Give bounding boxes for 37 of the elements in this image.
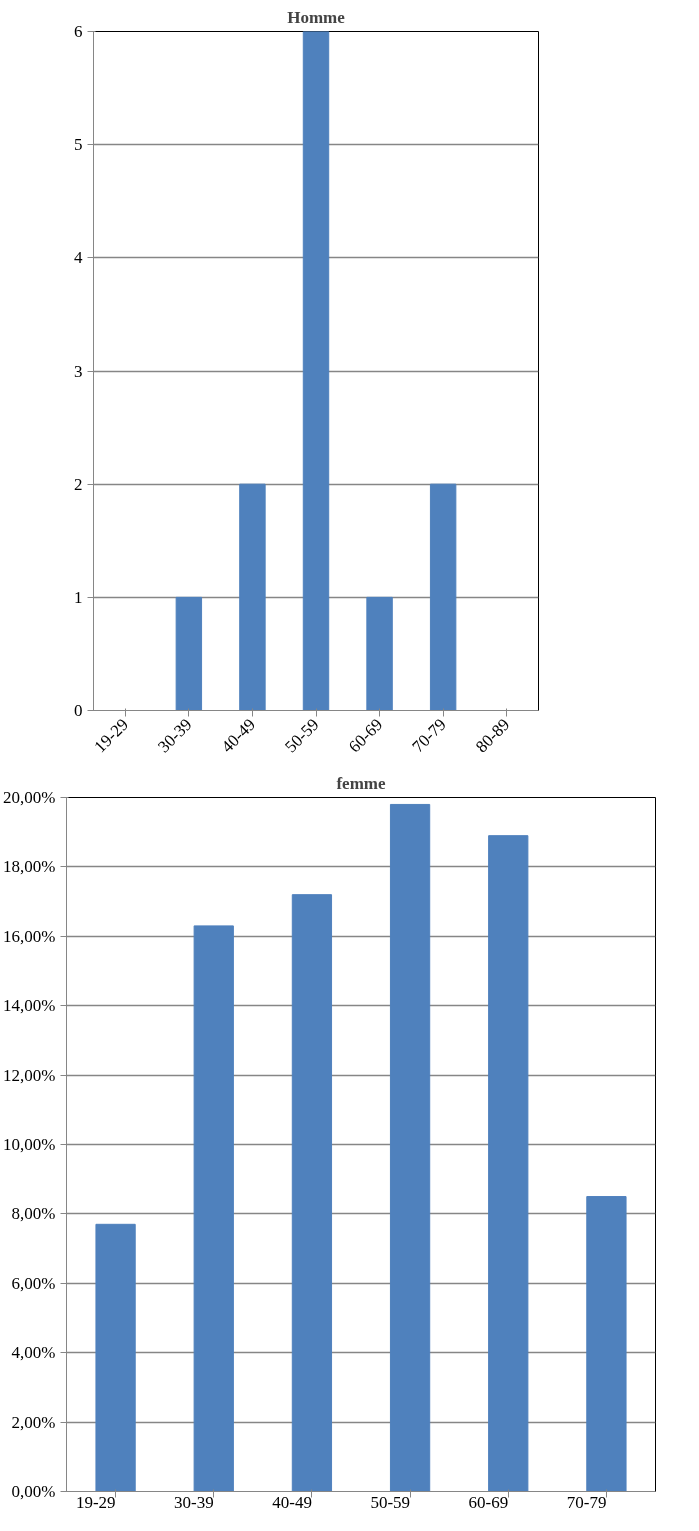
- bar: [95, 1223, 136, 1492]
- y-tick-label: 16,00%: [3, 926, 56, 946]
- bar: [291, 894, 333, 1492]
- y-tick-label: 3: [74, 361, 83, 381]
- chart-title: Homme: [287, 7, 346, 27]
- y-tick-label: 20,00%: [3, 788, 56, 807]
- x-tick-label: 60-69: [468, 1493, 509, 1512]
- bar: [488, 835, 529, 1492]
- chart-title: femme: [336, 773, 386, 793]
- y-tick-label: 4,00%: [11, 1343, 56, 1363]
- y-tick-label: 0,00%: [11, 1482, 56, 1501]
- bar: [366, 596, 393, 711]
- bar: [175, 596, 203, 711]
- bar: [193, 925, 234, 1492]
- x-tick-label: 50-59: [370, 1493, 411, 1512]
- y-tick-label: 18,00%: [3, 857, 56, 877]
- x-tick-label: 70-79: [566, 1493, 607, 1512]
- y-tick-label: 2,00%: [11, 1412, 56, 1432]
- y-tick-label: 8,00%: [11, 1204, 56, 1224]
- bar: [586, 1196, 627, 1492]
- x-tick-label: 19-29: [75, 1493, 116, 1512]
- y-tick-label: 5: [74, 135, 83, 155]
- x-tick-label: 30-39: [174, 1493, 214, 1512]
- y-tick-label: 1: [74, 587, 83, 607]
- y-tick-label: 6,00%: [11, 1273, 56, 1293]
- y-tick-label: 10,00%: [3, 1135, 56, 1154]
- bar: [389, 803, 431, 1492]
- y-tick-label: 6: [74, 22, 83, 41]
- y-tick-label: 0: [74, 701, 83, 720]
- y-tick-label: 14,00%: [3, 996, 56, 1016]
- y-tick-label: 12,00%: [3, 1065, 56, 1085]
- y-tick-label: 2: [74, 474, 83, 494]
- x-tick-label: 40-49: [272, 1493, 312, 1512]
- bar: [302, 31, 330, 711]
- y-tick-label: 4: [74, 248, 83, 268]
- bar: [429, 483, 457, 711]
- bar: [239, 483, 266, 711]
